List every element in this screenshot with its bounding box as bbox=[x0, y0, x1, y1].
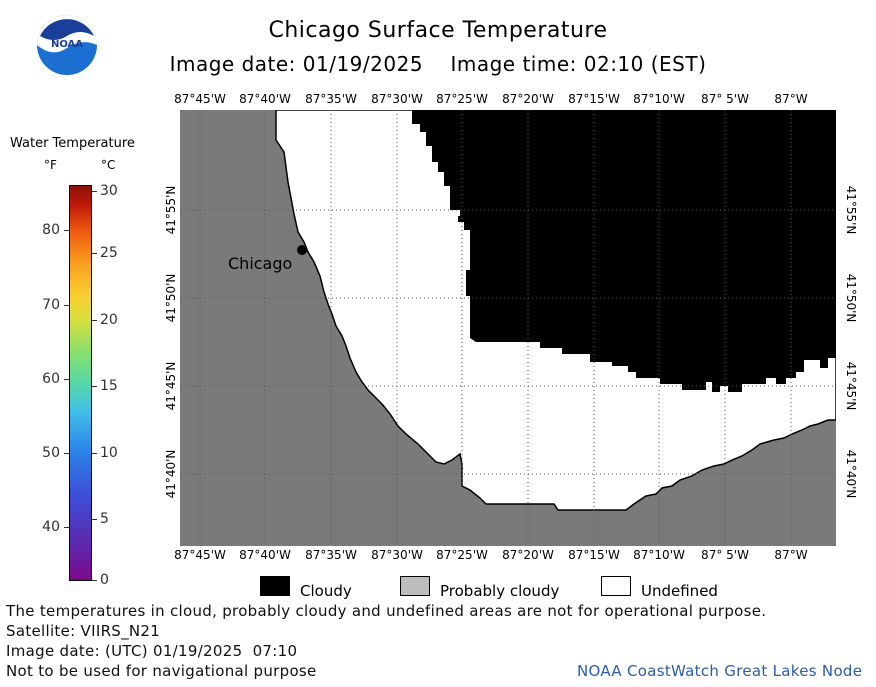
image-datetime: Image date: 01/19/2025 Image time: 02:10… bbox=[169, 52, 707, 76]
page-title: Chicago Surface Temperature bbox=[268, 18, 608, 43]
cloudy-label: Cloudy bbox=[300, 582, 352, 600]
lon-tick-top: 87°35'W bbox=[305, 92, 357, 106]
lon-tick-bottom: 87°15'W bbox=[568, 548, 620, 562]
lat-tick-left: 41°55'N bbox=[164, 185, 178, 235]
lon-tick-bottom: 87°40'W bbox=[239, 548, 291, 562]
temperature-colorbar bbox=[69, 185, 92, 581]
logo-text: NOAA bbox=[51, 39, 83, 50]
probably-cloudy-label: Probably cloudy bbox=[440, 582, 560, 600]
lat-tick-right: 41°50'N bbox=[844, 273, 858, 323]
legend-title: Water Temperature bbox=[10, 136, 135, 151]
chicago-marker bbox=[297, 245, 307, 255]
lon-tick-top: 87°30'W bbox=[371, 92, 423, 106]
credit-link[interactable]: NOAA CoastWatch Great Lakes Node bbox=[577, 662, 863, 680]
colorbar-tick bbox=[92, 191, 97, 192]
colorbar-tick bbox=[92, 519, 97, 520]
utc-date: Image date: (UTC) 01/19/2025 07:10 bbox=[6, 642, 298, 660]
lon-tick-top: 87°W bbox=[774, 92, 808, 106]
colorbar-f-label: 70 bbox=[42, 297, 60, 313]
colorbar-tick bbox=[64, 230, 69, 231]
colorbar-tick bbox=[92, 386, 97, 387]
satellite-info: Satellite: VIIRS_N21 bbox=[6, 622, 161, 640]
disclaimer-note: The temperatures in cloud, probably clou… bbox=[6, 602, 767, 620]
colorbar-f-label: 60 bbox=[42, 371, 60, 387]
colorbar-tick bbox=[64, 305, 69, 306]
lon-tick-top: 87°25'W bbox=[436, 92, 488, 106]
colorbar-c-label: 15 bbox=[100, 378, 118, 394]
lon-tick-top: 87°15'W bbox=[568, 92, 620, 106]
lon-tick-top: 87°45'W bbox=[174, 92, 226, 106]
lat-tick-right: 41°55'N bbox=[844, 185, 858, 235]
lon-tick-bottom: 87°25'W bbox=[436, 548, 488, 562]
lon-tick-bottom: 87°10'W bbox=[633, 548, 685, 562]
undefined-label: Undefined bbox=[641, 582, 718, 600]
colorbar-tick bbox=[92, 453, 97, 454]
lon-tick-bottom: 87°30'W bbox=[371, 548, 423, 562]
colorbar-tick bbox=[92, 580, 97, 581]
lon-tick-bottom: 87° 5'W bbox=[701, 548, 749, 562]
colorbar-c-label: 5 bbox=[100, 511, 109, 527]
colorbar-tick bbox=[64, 379, 69, 380]
unit-celsius: °C bbox=[101, 158, 116, 172]
cloudy-swatch bbox=[260, 576, 290, 596]
colorbar-c-label: 20 bbox=[100, 312, 118, 328]
graticule bbox=[180, 110, 836, 546]
unit-fahrenheit: °F bbox=[44, 158, 57, 172]
colorbar-f-label: 40 bbox=[42, 519, 60, 535]
lat-tick-left: 41°40'N bbox=[164, 449, 178, 499]
lon-tick-top: 87°20'W bbox=[502, 92, 554, 106]
lon-tick-top: 87°10'W bbox=[633, 92, 685, 106]
lat-tick-left: 41°50'N bbox=[164, 273, 178, 323]
chicago-label: Chicago bbox=[228, 254, 292, 273]
navigation-note: Not to be used for navigational purpose bbox=[6, 662, 317, 680]
colorbar-tick bbox=[64, 527, 69, 528]
undefined-swatch bbox=[601, 576, 631, 596]
map-panel: Chicago bbox=[180, 110, 836, 546]
lon-tick-bottom: 87°W bbox=[774, 548, 808, 562]
lat-tick-right: 41°40'N bbox=[844, 449, 858, 499]
colorbar-c-label: 10 bbox=[100, 445, 118, 461]
colorbar-tick bbox=[92, 253, 97, 254]
lon-tick-bottom: 87°45'W bbox=[174, 548, 226, 562]
lon-tick-top: 87° 5'W bbox=[701, 92, 749, 106]
colorbar-c-label: 30 bbox=[100, 183, 118, 199]
lat-tick-right: 41°45'N bbox=[844, 361, 858, 411]
noaa-logo: NOAA bbox=[37, 15, 97, 75]
lon-tick-top: 87°40'W bbox=[239, 92, 291, 106]
colorbar-c-label: 0 bbox=[100, 572, 109, 588]
colorbar-tick bbox=[64, 453, 69, 454]
lon-tick-bottom: 87°35'W bbox=[305, 548, 357, 562]
colorbar-f-label: 50 bbox=[42, 445, 60, 461]
colorbar-c-label: 25 bbox=[100, 245, 118, 261]
probably-cloudy-swatch bbox=[400, 576, 430, 596]
colorbar-f-label: 80 bbox=[42, 222, 60, 238]
lon-tick-bottom: 87°20'W bbox=[502, 548, 554, 562]
colorbar-tick bbox=[92, 320, 97, 321]
cloudy-area bbox=[412, 110, 836, 392]
lat-tick-left: 41°45'N bbox=[164, 361, 178, 411]
